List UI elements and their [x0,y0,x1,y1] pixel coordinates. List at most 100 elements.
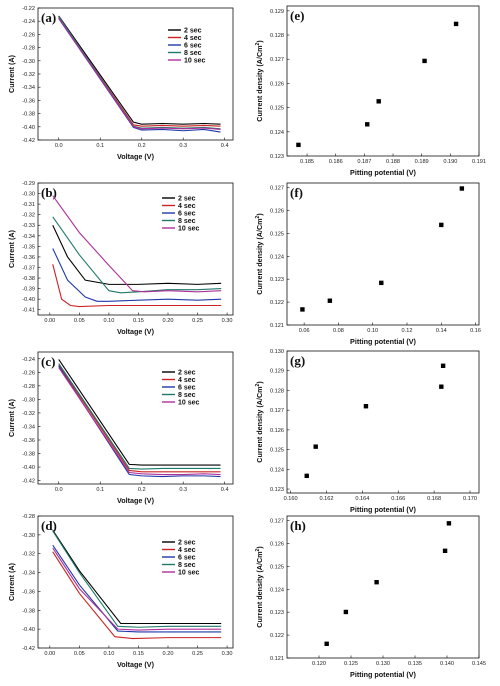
y-tick-label: 0.129 [270,9,284,15]
data-point [313,444,318,449]
x-tick-label: 0.0 [55,487,63,493]
series-line-2-sec [58,15,221,125]
legend-label: 8 sec [178,562,196,569]
y-axis-title-main: Current density (A/Cm [255,551,264,627]
y-tick-label: 0.123 [270,154,284,160]
y-tick-label: 0.127 [270,408,284,414]
plot-frame [286,350,480,494]
x-tick-label: 0.05 [74,651,85,657]
y-tick-label: 0.122 [270,300,284,306]
y-tick-label: -0.35 [22,244,35,250]
legend-label: 4 sec [184,35,202,42]
y-tick-label: -0.40 [22,465,35,471]
data-point [324,641,329,646]
x-axis-title: Pitting potential (V) [350,337,416,346]
x-tick-label: 0.140 [440,661,454,667]
y-tick-label: 0.121 [270,656,284,662]
series-line-6-sec [58,18,221,133]
series-line-10-sec [52,547,222,631]
data-point [376,99,381,104]
series-line-6-sec [58,365,221,478]
legend-label: 10 sec [178,225,200,232]
y-axis-title: Current density (A/Cm2) [255,381,264,463]
series-line-10-sec [52,195,222,293]
y-tick-label: 0.125 [270,564,284,570]
x-tick-label: 0.166 [391,496,405,502]
x-axis-title: Pitting potential (V) [350,168,416,177]
y-tick-label: 0.125 [270,231,284,237]
series-line-2-sec [58,359,221,466]
data-point [439,222,444,228]
y-tick-label: 0.124 [270,587,284,593]
x-axis-title: Voltage (V) [117,152,155,161]
y-axis-title-main: Current (A) [7,54,16,93]
series-line-4-sec [58,364,221,473]
x-tick-label: 0.186 [329,159,343,165]
y-tick-label: 0.129 [270,369,284,375]
y-axis-title-main: Current (A) [7,562,16,601]
x-tick-label: 0.187 [357,159,371,165]
legend-label: 10 sec [184,57,206,64]
y-tick-label: -0.28 [22,384,35,390]
y-axis-title: Current density (A/Cm2) [255,40,264,122]
y-axis-title: Current density (A/Cm2) [255,213,264,295]
x-tick-label: 0.2 [138,487,146,493]
y-axis-title: Current (A) [7,229,16,268]
y-tick-label: -0.38 [22,276,35,282]
y-tick-label: -0.32 [22,411,35,417]
x-tick-label: 0.0 [55,143,63,149]
x-tick-label: 0.188 [386,159,400,165]
series-line-6-sec [52,248,222,302]
chart-panel-f: 0.06 0.08 0.10 0.12 0.14 0.16 0.121 0.122 0.123 0… [255,182,481,346]
y-tick-label: 0.124 [270,467,284,473]
chart-panel-c: 0.0 0.1 0.2 0.3 0.4 -0.24 -0.26 -0.28 -0.30 -0.32… [7,351,234,505]
legend-label: 2 sec [178,195,196,202]
legend-label: 2 sec [178,539,196,546]
y-tick-label: -0.26 [22,370,35,376]
x-axis-title: Pitting potential (V) [350,505,416,514]
y-tick-label: 0.125 [270,106,284,112]
y-tick-label: -0.36 [22,438,35,444]
x-tick-label: 0.1 [96,143,104,149]
data-point [422,58,427,64]
y-tick-label: 0.123 [270,277,284,283]
y-tick-label: -0.29 [22,181,35,187]
y-axis-title-superscript: 2 [255,383,261,386]
y-tick-label: -0.40 [22,297,35,303]
x-tick-label: 0.05 [74,318,85,324]
y-tick-label: -0.28 [22,514,35,520]
x-tick-label: 0.125 [344,661,358,667]
x-tick-label: 0.20 [163,651,174,657]
y-tick-label: -0.24 [22,357,35,363]
legend-label: 6 sec [178,210,196,217]
y-tick-label: 0.124 [270,254,284,260]
data-point [446,521,452,526]
y-tick-label: 0.127 [270,186,284,192]
y-tick-label: -0.39 [22,287,35,293]
y-tick-label: 0.128 [270,388,284,394]
legend-label: 8 sec [184,50,202,57]
y-tick-label: 0.126 [270,208,284,214]
series-line-4-sec [58,16,221,127]
y-tick-label: -0.30 [22,59,35,65]
series-line-10-sec [58,367,221,476]
data-point [379,280,384,286]
y-tick-label: -0.42 [22,138,35,144]
legend-label: 6 sec [178,384,196,391]
data-point [296,142,301,148]
y-tick-label: -0.42 [22,479,35,485]
x-tick-label: 0.120 [312,661,326,667]
legend-label: 8 sec [178,392,196,399]
panel-label: (f) [290,185,303,200]
data-point [440,363,446,368]
series-line-4-sec [52,264,222,308]
panel-label: (g) [290,353,305,368]
y-tick-label: 0.126 [270,81,284,87]
y-axis-title-suffix: ) [255,213,264,216]
y-tick-label: -0.30 [22,533,35,539]
y-tick-label: -0.22 [22,6,35,12]
y-tick-label: -0.34 [22,234,35,240]
data-point [442,548,448,554]
